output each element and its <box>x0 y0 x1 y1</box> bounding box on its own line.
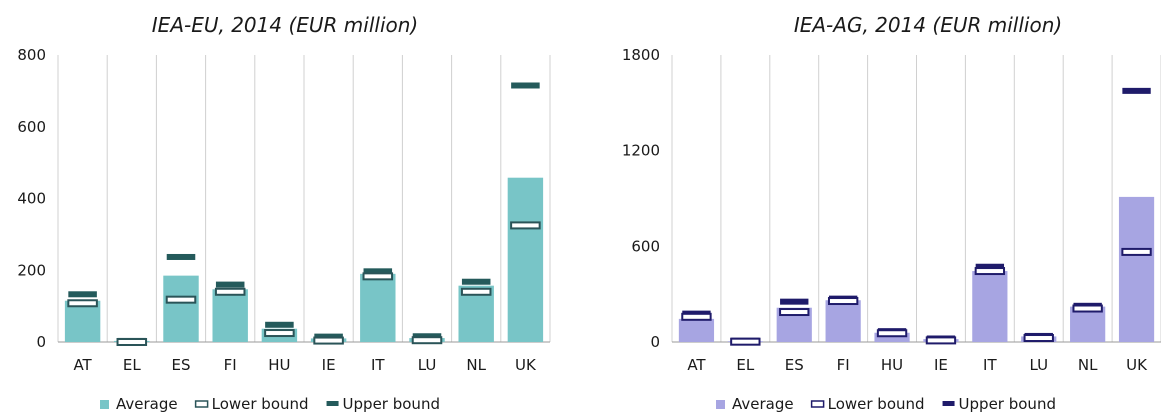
marker-upper-bound <box>780 298 809 305</box>
marker-lower-bound <box>681 312 712 321</box>
bar-average <box>874 332 910 342</box>
marker-lower-bound <box>411 336 443 345</box>
marker-lower-bound <box>1023 334 1054 343</box>
chart-title: IEA-EU, 2014 (EUR million) <box>152 13 418 37</box>
marker-lower-bound <box>974 267 1006 276</box>
marker-upper-bound <box>363 268 393 275</box>
marker-lower-bound <box>460 287 492 296</box>
x-tick-label: LU <box>418 356 437 374</box>
marker-lower-bound <box>165 295 197 304</box>
marker-lower-bound <box>362 272 394 281</box>
x-tick-label: FI <box>837 356 850 374</box>
marker-lower-bound <box>1121 247 1152 256</box>
x-tick-label: EL <box>736 356 754 374</box>
legend-swatch-lower-bound <box>194 400 209 408</box>
y-tick-label: 600 <box>631 237 660 255</box>
marker-lower-bound <box>779 308 810 317</box>
bar-average <box>163 275 199 342</box>
y-tick-label: 200 <box>17 261 46 279</box>
marker-upper-bound <box>511 82 540 89</box>
marker-upper-bound <box>265 321 294 328</box>
marker-lower-bound <box>1072 304 1103 313</box>
y-tick-label: 600 <box>17 118 46 136</box>
marker-lower-bound <box>876 329 908 338</box>
legend-swatch-average <box>100 400 109 409</box>
x-tick-label: IE <box>322 356 336 374</box>
x-tick-label: HU <box>881 356 903 374</box>
marker-upper-bound <box>1122 87 1151 94</box>
legend-swatch-upper-bound <box>326 401 339 406</box>
marker-lower-bound <box>264 329 295 338</box>
y-tick-label: 0 <box>36 333 46 351</box>
x-tick-label: UK <box>515 356 537 374</box>
bar-average <box>360 273 396 342</box>
legend-swatch-upper-bound <box>942 401 955 406</box>
x-tick-label: ES <box>785 356 804 374</box>
bar-average <box>507 177 544 342</box>
bar-average <box>972 271 1008 342</box>
chart-title: IEA-AG, 2014 (EUR million) <box>794 13 1062 37</box>
x-tick-label: IT <box>371 356 385 374</box>
x-tick-label: LU <box>1029 356 1048 374</box>
bar-average <box>64 300 101 342</box>
marker-lower-bound <box>116 338 148 346</box>
marker-upper-bound <box>215 281 245 288</box>
y-tick-label: 800 <box>17 46 46 64</box>
bar-average <box>212 289 248 342</box>
legend-swatch-average <box>716 400 725 409</box>
y-tick-label: 0 <box>650 333 660 351</box>
marker-upper-bound <box>975 263 1005 270</box>
x-tick-label: EL <box>123 356 141 374</box>
bar-average <box>825 300 861 342</box>
x-tick-label: IT <box>983 356 997 374</box>
x-tick-label: NL <box>1078 356 1098 374</box>
marker-upper-bound <box>166 253 196 260</box>
y-tick-label: 1800 <box>622 46 660 64</box>
marker-lower-bound <box>313 336 344 345</box>
y-tick-label: 1200 <box>622 142 660 160</box>
x-tick-label: UK <box>1126 356 1148 374</box>
marker-lower-bound <box>214 287 246 296</box>
legend-label: Upper bound <box>959 395 1056 413</box>
marker-lower-bound <box>510 221 541 230</box>
x-tick-label: ES <box>172 356 191 374</box>
legend-label: Upper bound <box>343 395 440 413</box>
marker-lower-bound <box>827 297 859 306</box>
marker-lower-bound <box>730 337 761 346</box>
legend-label: Average <box>732 395 794 413</box>
x-tick-label: IE <box>934 356 948 374</box>
x-tick-label: AT <box>687 356 706 374</box>
bar-average <box>1118 196 1155 342</box>
x-tick-label: AT <box>73 356 92 374</box>
legend-label: Average <box>116 395 178 413</box>
marker-lower-bound <box>67 299 98 308</box>
x-tick-label: NL <box>466 356 486 374</box>
x-tick-label: HU <box>268 356 290 374</box>
marker-upper-bound <box>68 291 97 298</box>
legend-label: Lower bound <box>212 395 309 413</box>
x-tick-label: FI <box>224 356 237 374</box>
marker-upper-bound <box>461 278 491 285</box>
marker-lower-bound <box>925 336 957 345</box>
bar-average <box>678 318 715 342</box>
y-tick-label: 400 <box>17 190 46 208</box>
legend-label: Lower bound <box>828 395 925 413</box>
legend-swatch-lower-bound <box>810 400 825 408</box>
